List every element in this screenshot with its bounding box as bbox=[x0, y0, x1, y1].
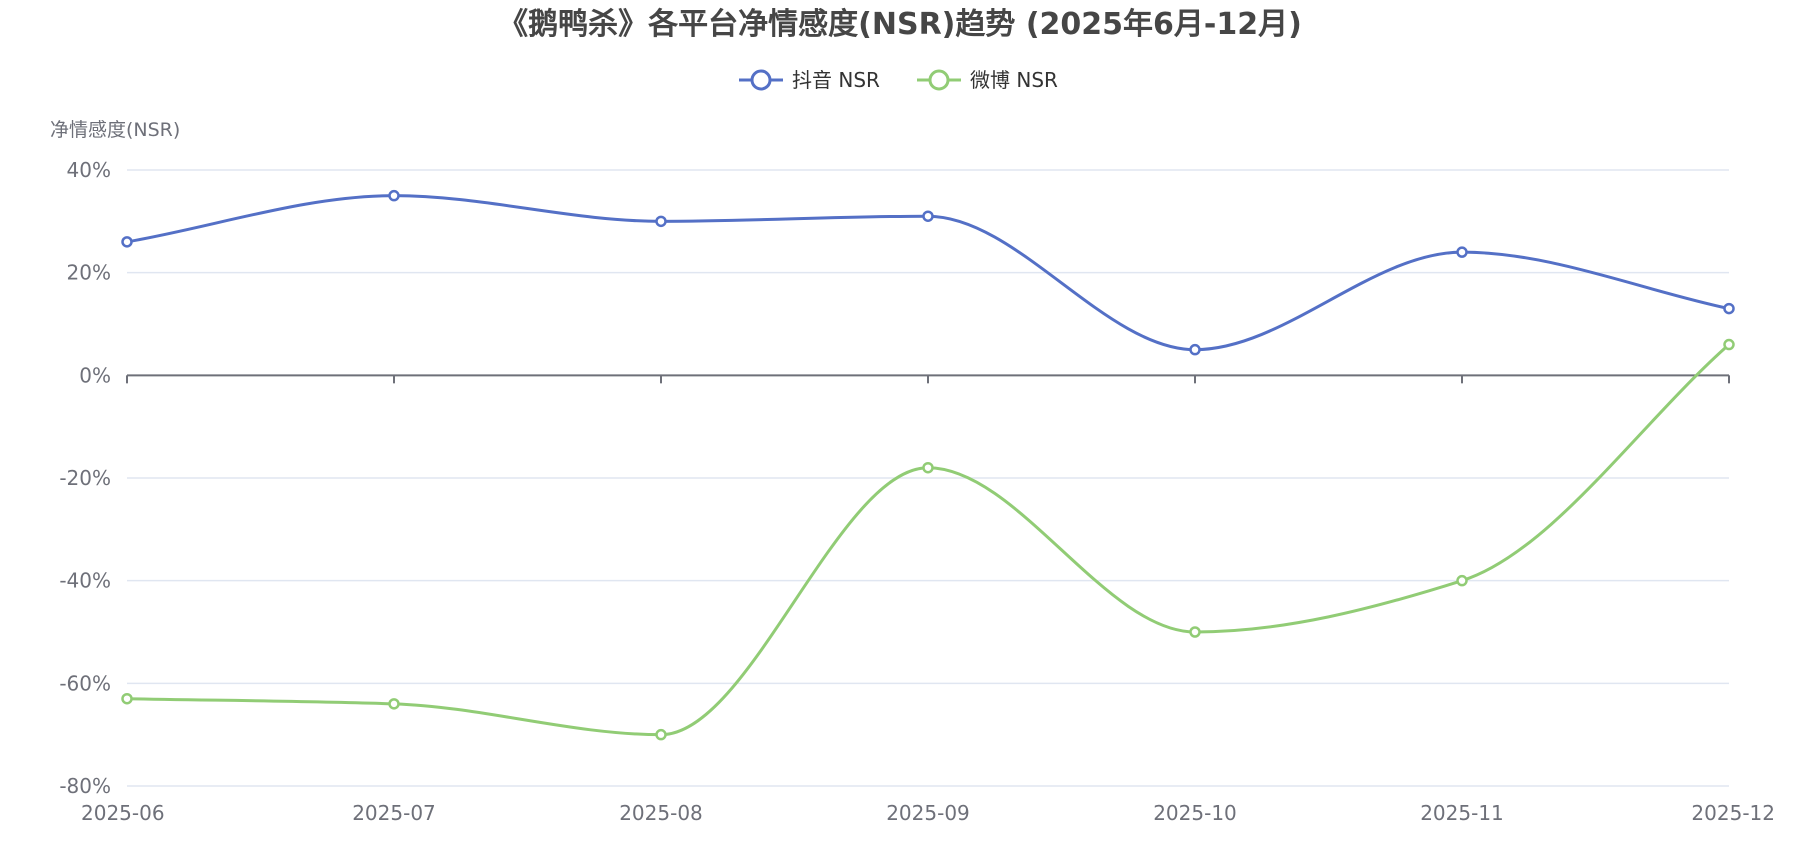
x-axis: 2025-06 2025-07 2025-08 2025-09 2025-10 2025-… bbox=[81, 374, 1775, 825]
data-point[interactable] bbox=[388, 189, 400, 202]
data-point[interactable] bbox=[121, 692, 133, 705]
series-points bbox=[121, 189, 1735, 741]
legend-item-1[interactable]: 抖音 NSR bbox=[739, 68, 880, 92]
chart-title: 《鹅鸭杀》各平台净情感度(NSR)趋势 (2025年6月-12月) bbox=[498, 7, 1302, 42]
x-tick-label: 2025-06 bbox=[81, 801, 165, 825]
legend[interactable]: 抖音 NSR 微博 NSR bbox=[739, 68, 1058, 92]
data-point[interactable] bbox=[121, 236, 133, 248]
data-point[interactable] bbox=[1456, 246, 1468, 258]
y-tick-label: 40% bbox=[67, 158, 111, 182]
x-tick-label: 2025-10 bbox=[1153, 801, 1237, 825]
x-tick-label: 2025-09 bbox=[886, 801, 970, 825]
data-point[interactable] bbox=[1189, 343, 1201, 356]
data-point[interactable] bbox=[1723, 338, 1735, 351]
y-axis-tick-labels: 40% 20% 0% -20% -40% -60% -80% bbox=[59, 158, 111, 798]
legend-item-2[interactable]: 微博 NSR bbox=[917, 68, 1058, 92]
data-point[interactable] bbox=[1456, 574, 1468, 587]
series-line-2 bbox=[126, 343, 1730, 737]
y-tick-label: 0% bbox=[79, 363, 111, 387]
x-tick-label: 2025-11 bbox=[1420, 801, 1504, 825]
x-tick-label: 2025-12 bbox=[1691, 801, 1775, 825]
data-point[interactable] bbox=[922, 461, 934, 474]
data-point[interactable] bbox=[655, 215, 667, 228]
y-axis-title: 净情感度(NSR) bbox=[50, 119, 180, 141]
y-tick-label: -80% bbox=[59, 774, 111, 798]
y-tick-label: -40% bbox=[59, 569, 111, 593]
legend-circle-icon bbox=[928, 69, 950, 91]
y-tick-label: -20% bbox=[59, 466, 111, 490]
data-point[interactable] bbox=[655, 728, 667, 741]
legend-label: 微博 NSR bbox=[970, 68, 1058, 92]
data-point[interactable] bbox=[388, 698, 400, 710]
grid-lines bbox=[127, 169, 1729, 787]
x-tick-label: 2025-08 bbox=[619, 801, 703, 825]
data-point[interactable] bbox=[1189, 626, 1201, 638]
data-point[interactable] bbox=[1723, 302, 1735, 315]
x-tick-label: 2025-07 bbox=[352, 801, 436, 825]
legend-circle-icon bbox=[750, 69, 772, 91]
data-point[interactable] bbox=[922, 210, 934, 222]
y-tick-label: -60% bbox=[59, 671, 111, 695]
y-tick-label: 20% bbox=[67, 261, 111, 285]
legend-label: 抖音 NSR bbox=[792, 68, 880, 92]
